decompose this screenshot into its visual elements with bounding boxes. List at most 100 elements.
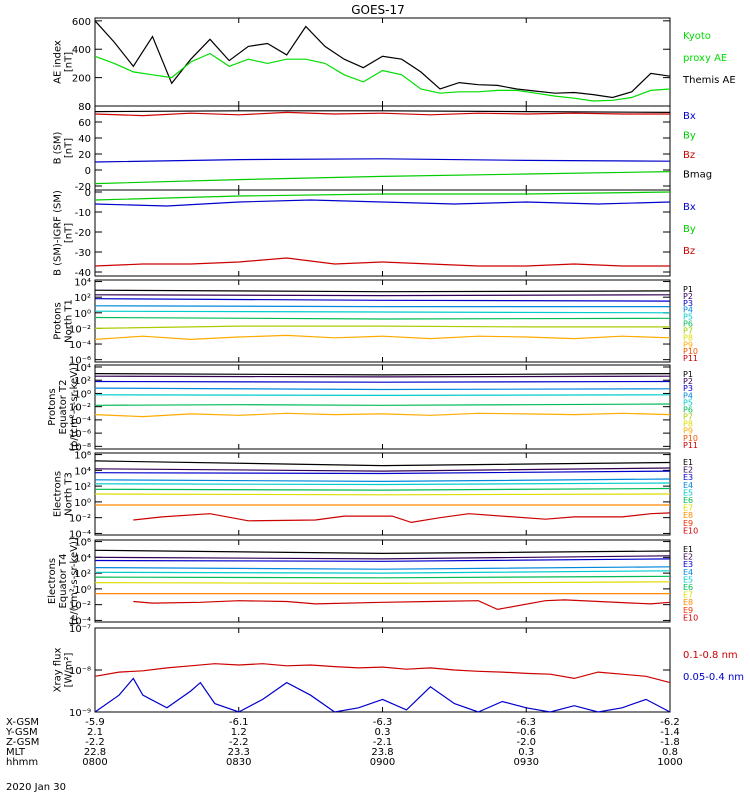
- footer-value: 0830: [226, 757, 251, 768]
- legend-p11: P11: [683, 354, 698, 363]
- series-0-1-0-8-nm: [94, 663, 671, 684]
- y-axis-label-line: B (SM)-IGRF (SM): [53, 190, 64, 276]
- y-tick-label: 200: [72, 74, 91, 85]
- footer-row-label: hhmm: [6, 757, 38, 768]
- y-tick-label: 10⁴: [74, 466, 91, 477]
- legend-0-05-0-4-nm: 0.05-0.4 nm: [683, 672, 744, 683]
- footer-value: -6.3: [373, 717, 393, 728]
- footer-value: 2.1: [87, 727, 103, 738]
- series-bx: [94, 158, 671, 163]
- legend-p4: P4: [683, 391, 693, 400]
- y-axis-label-line: [e/(cm²-s-sr-keV)]: [69, 537, 80, 625]
- y-tick-label: 10⁻²: [69, 514, 91, 525]
- footer-value: 22.8: [84, 747, 106, 758]
- y-axis-label-line: North T3: [64, 472, 75, 516]
- y-axis-label-line: B (SM): [53, 131, 64, 164]
- y-axis-label-line: [nT]: [64, 138, 75, 158]
- y-tick-label: 10⁻⁶: [69, 356, 91, 367]
- y-tick-label: 10²: [74, 482, 91, 493]
- y-tick-label: 10⁻⁴: [69, 529, 91, 540]
- legend-by: By: [683, 131, 696, 142]
- y-axis-label-line: Electrons: [53, 471, 64, 517]
- footer-value: 0.8: [662, 747, 678, 758]
- y-tick-label: 0: [85, 166, 91, 177]
- series-e7: [94, 581, 671, 585]
- y-tick-label: 10⁰: [74, 585, 91, 596]
- legend-p6: P6: [683, 320, 693, 329]
- legend-e7: E7: [683, 591, 693, 600]
- footer-value: 1.2: [231, 727, 247, 738]
- y-tick-label: 600: [72, 17, 91, 28]
- series-themis-ae: [94, 20, 671, 99]
- legend-p4: P4: [683, 306, 693, 315]
- legend-p9: P9: [683, 340, 693, 349]
- legend-p7: P7: [683, 326, 693, 335]
- y-tick-label: 10⁻⁴: [69, 340, 91, 351]
- legend-bx: Bx: [683, 111, 696, 122]
- y-tick-label: 60: [78, 118, 91, 129]
- panel-frame: [94, 364, 671, 450]
- legend-kyoto-proxy-ae: proxy AE: [683, 53, 727, 64]
- legend-bmag: Bmag: [683, 170, 712, 181]
- legend-e9: E9: [683, 606, 693, 615]
- orbit-footer: X-GSMY-GSMZ-GSMMLThhmm-5.92.1-2.222.8080…: [5, 717, 683, 768]
- y-axis-label-line: Protons: [53, 302, 64, 339]
- y-tick-label: 10⁴: [74, 553, 91, 564]
- y-tick-label: 10⁴: [74, 278, 91, 289]
- legend-p8: P8: [683, 420, 693, 429]
- series-e2: [94, 555, 671, 560]
- y-axis-label-line: [nT]: [64, 223, 75, 243]
- legend-p5: P5: [683, 313, 693, 322]
- series-e4: [94, 478, 671, 483]
- y-tick-label: 20: [78, 150, 91, 161]
- legend-p9: P9: [683, 427, 693, 436]
- series-e5: [94, 570, 671, 574]
- y-tick-label: 10⁶: [74, 451, 91, 462]
- y-tick-label: 10⁻⁸: [69, 442, 91, 453]
- series-p5: [94, 394, 671, 396]
- y-axis-label-line: AE index: [53, 40, 64, 84]
- series-e1: [94, 549, 671, 555]
- y-tick-label: 40: [78, 134, 91, 145]
- y-tick-label: -20: [75, 228, 91, 239]
- y-tick-label: -10: [75, 208, 91, 219]
- series-bz: [94, 257, 670, 267]
- panel-frame: [94, 17, 671, 107]
- series-e9: [133, 512, 671, 524]
- y-axis-label-line: Electrons: [47, 558, 58, 604]
- legend-p1: P1: [683, 285, 693, 294]
- y-tick-label: -30: [75, 248, 91, 259]
- series-by: [94, 171, 671, 185]
- legend-p8: P8: [683, 333, 693, 342]
- y-axis-label: B (SM)-IGRF (SM) [nT]: [53, 190, 75, 276]
- legend-p6: P6: [683, 405, 693, 414]
- y-tick-label: 10²: [74, 376, 91, 387]
- footer-value: 0.3: [375, 727, 391, 738]
- series-p2: [94, 294, 671, 297]
- footer-value: 1000: [657, 757, 682, 768]
- y-tick-label: 10⁰: [74, 389, 91, 400]
- panel-1: 0 200 400 600 AE index [nT] Kyoto proxy AE Themi…: [53, 17, 736, 113]
- legend-p3: P3: [683, 299, 693, 308]
- series-p5: [94, 310, 671, 314]
- y-axis-label: Xray flux [W/m²]: [53, 648, 75, 693]
- y-axis-label: Protons North T1: [53, 299, 75, 343]
- series-p8: [94, 334, 671, 341]
- y-axis-label-line: Protons: [47, 388, 58, 425]
- series-kyoto-proxy-ae: [94, 52, 671, 102]
- legend-e5: E5: [683, 575, 693, 584]
- y-tick-label: 10²: [74, 569, 91, 580]
- y-tick-label: 0: [85, 102, 91, 113]
- series-p3: [94, 298, 671, 302]
- legend-e2: E2: [683, 553, 693, 562]
- footer-value: 23.8: [371, 747, 393, 758]
- legend-p2: P2: [683, 377, 693, 386]
- footer-value: -1.4: [660, 727, 680, 738]
- footer-row-label: Z-GSM: [6, 737, 39, 748]
- footer-value: -6.2: [660, 717, 680, 728]
- legend-e4: E4: [683, 568, 693, 577]
- y-tick-label: 10⁰: [74, 309, 91, 320]
- footer-value: -5.9: [85, 717, 105, 728]
